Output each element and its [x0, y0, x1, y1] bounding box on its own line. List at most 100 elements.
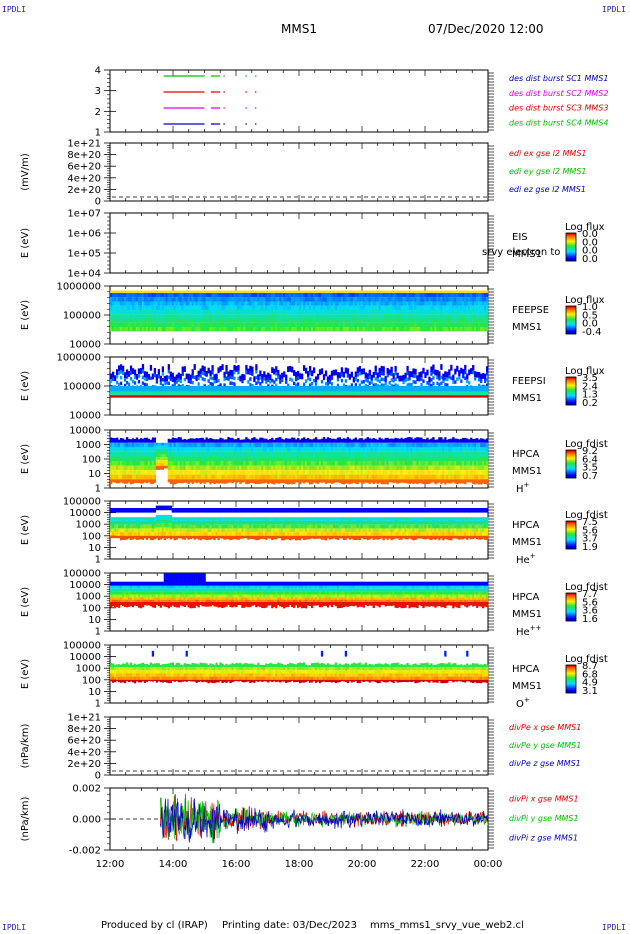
colorbar-cell: [566, 385, 576, 387]
spectrogram-cell: [269, 380, 272, 384]
spectrogram-cell: [111, 371, 115, 378]
spectrogram-cell: [257, 305, 260, 310]
spectrogram-cell: [173, 447, 176, 452]
spectrogram-cell: [336, 451, 340, 457]
spectrogram-cell: [255, 461, 258, 466]
spectrogram-cell: [428, 395, 431, 398]
spectrogram-cell: [259, 470, 262, 475]
spectrogram-cell: [125, 297, 129, 302]
spectrogram-cell: [422, 293, 425, 298]
spectrogram-cell: [205, 297, 208, 302]
spectrogram-cell: [420, 395, 423, 398]
spectrogram-cell: [161, 372, 165, 376]
spectrogram-cell: [476, 395, 479, 398]
spectrogram-cell: [474, 314, 477, 319]
spectrogram-cell: [139, 447, 143, 452]
spectrogram-cell: [203, 314, 206, 319]
spectrogram-cell: [293, 310, 296, 315]
spectrogram-cell: [201, 479, 204, 483]
spectrogram-cell: [486, 322, 489, 327]
spectrogram-cell: [295, 479, 298, 483]
spectrogram-cell: [159, 460, 163, 464]
spectrogram-cell: [302, 461, 306, 466]
spectrogram-cell: [352, 470, 356, 475]
spectrogram-cell: [213, 479, 216, 484]
spectrogram-cell: [183, 447, 186, 452]
spectrogram-cell: [344, 479, 348, 484]
spectrogram-cell: [318, 310, 322, 315]
legend-entry: edi ez gse l2 MMS1: [509, 185, 586, 194]
spectrogram-cell: [253, 297, 256, 302]
spectrogram-cell: [263, 310, 266, 315]
spectrogram-cell: [328, 461, 332, 466]
spectrogram-cell: [466, 310, 469, 315]
spectrogram-cell: [314, 310, 318, 315]
spectrogram-cell: [193, 461, 196, 466]
spectrogram-cell: [129, 479, 133, 485]
spectrogram-cell: [251, 372, 254, 376]
spectrogram-cell: [261, 391, 264, 396]
spectrogram-cell: [219, 322, 222, 327]
spectrogram-cell: [312, 451, 316, 457]
spectrogram-cell: [123, 290, 127, 293]
spectrogram-cell: [312, 367, 316, 374]
spectrogram-cell: [257, 314, 260, 319]
spectrogram-cell: [183, 366, 186, 372]
spectrogram-cell: [187, 391, 190, 396]
spectrogram-cell: [464, 301, 467, 306]
spectrogram-cell: [191, 301, 194, 306]
spectrogram-cell: [179, 327, 182, 332]
spectrogram-cell: [147, 438, 151, 443]
spectrogram-cell: [291, 297, 294, 302]
spectrogram-cell: [310, 470, 314, 475]
spectrogram-cell: [139, 322, 143, 327]
spectrogram-cell: [340, 310, 344, 315]
spectrogram-cell: [328, 322, 332, 327]
spectrogram-cell: [115, 290, 119, 293]
spectrogram-cell: [295, 371, 298, 378]
spectrogram-cell: [428, 376, 431, 383]
spectrogram-cell: [189, 438, 192, 443]
spectrogram-cell: [133, 369, 137, 376]
spectrogram-cell: [273, 474, 276, 480]
spectrogram-cell: [181, 386, 184, 392]
spectrogram-cell: [247, 461, 250, 466]
spectrogram-cell: [247, 290, 250, 293]
spectrogram-cell: [378, 290, 381, 293]
spectrogram-cell: [119, 314, 123, 319]
spectrogram-cell: [113, 297, 117, 302]
spectrogram-cell: [293, 461, 296, 466]
spectrogram-cell: [312, 456, 316, 462]
y-axis-label: E (eV): [20, 444, 31, 474]
spectrogram-cell: [289, 456, 292, 462]
spectrogram-cell: [271, 301, 274, 306]
spectrogram-cell: [384, 327, 387, 332]
spectrogram-cell: [386, 305, 389, 310]
spectrogram-cell: [257, 374, 260, 381]
spectrogram-cell: [275, 366, 278, 372]
spectrogram-cell: [255, 318, 258, 323]
spectrogram-cell: [436, 327, 439, 332]
spectrogram-cell: [151, 461, 155, 466]
spectrogram-cell: [267, 378, 270, 382]
spectrogram-cell: [400, 301, 403, 306]
spectrogram-cell: [428, 314, 431, 319]
spectrogram-cell: [283, 465, 286, 471]
spectrogram-cell: [289, 447, 292, 452]
spectrogram-cell: [187, 474, 190, 480]
spectrogram-cell: [263, 371, 266, 378]
spectrogram-cell: [314, 474, 318, 480]
spectrogram-cell: [354, 395, 357, 398]
colorbar-cell: [566, 322, 576, 324]
spectrogram-cell: [197, 314, 200, 319]
spectrogram-cell: [334, 386, 338, 392]
spectrogram-cell: [277, 456, 280, 462]
spectrogram-cell: [476, 293, 479, 298]
spectrogram-cell: [281, 322, 284, 327]
spectrogram-cell: [185, 293, 188, 298]
spectrogram-cell: [195, 305, 198, 310]
spectrogram-cell: [474, 290, 477, 293]
spectrogram-cell: [133, 442, 137, 448]
date-title: 07/Dec/2020 12:00: [428, 22, 544, 36]
spectrogram-cell: [402, 293, 405, 298]
